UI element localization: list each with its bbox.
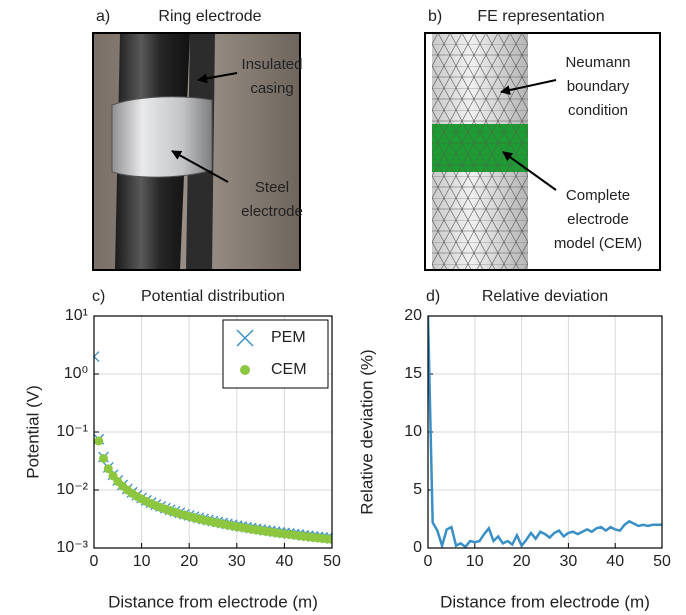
chart-title: Potential distribution	[141, 288, 285, 305]
line	[428, 316, 662, 548]
x-tick-label: 0	[424, 553, 433, 570]
y-tick-label: 20	[404, 307, 422, 324]
photo-frame	[92, 32, 301, 271]
legend-box	[222, 319, 329, 389]
panel-label: b)	[428, 8, 442, 25]
y-tick-label: 10⁰	[64, 365, 88, 382]
point	[99, 453, 109, 463]
annotation: model (CEM)	[554, 235, 642, 252]
x-tick-label: 0	[90, 553, 99, 570]
arrow	[171, 150, 229, 183]
y-axis-label: Potential (V)	[23, 385, 42, 479]
annotation: Complete	[566, 187, 630, 204]
x-tick-label: 30	[560, 553, 578, 570]
x-tick-label: 10	[133, 553, 151, 570]
point	[103, 464, 113, 474]
plot-marks	[428, 316, 662, 548]
point	[327, 535, 332, 545]
legend-label: PEM	[271, 329, 306, 346]
panel-label: a)	[96, 8, 110, 25]
x-tick-label: 20	[513, 553, 531, 570]
y-tick-label: 0	[413, 539, 422, 556]
annotation: electrode	[567, 211, 629, 228]
annotation: electrode	[241, 203, 303, 220]
legend-marker	[240, 365, 250, 375]
legend-marker	[236, 329, 254, 347]
x-tick-label: 30	[228, 553, 246, 570]
annotation: Steel	[255, 179, 289, 196]
photo	[93, 33, 300, 270]
axes-box	[427, 315, 663, 549]
image-frame	[424, 32, 661, 271]
x-tick-label: 50	[653, 553, 671, 570]
x-tick-label: 40	[276, 553, 294, 570]
annotation: boundary	[567, 78, 630, 95]
chart-title: Relative deviation	[482, 288, 608, 305]
panel-label: c)	[92, 288, 105, 305]
x-axis-label: Distance from electrode (m)	[440, 592, 650, 611]
point	[94, 436, 104, 446]
annotation: Neumann	[565, 54, 630, 71]
annotation: casing	[250, 80, 293, 97]
y-tick-label: 10¹	[65, 307, 88, 324]
x-tick-label: 40	[606, 553, 624, 570]
y-tick-label: 10⁻³	[56, 539, 88, 556]
point	[94, 351, 100, 362]
annotation: condition	[568, 102, 628, 119]
y-tick-label: 5	[413, 481, 422, 498]
x-tick-label: 20	[180, 553, 198, 570]
arrow	[502, 151, 557, 191]
y-tick-label: 15	[404, 365, 422, 382]
y-tick-label: 10	[404, 423, 422, 440]
panel-title: Ring electrode	[158, 8, 261, 25]
arrow	[500, 79, 557, 95]
x-tick-label: 10	[466, 553, 484, 570]
x-axis-label: Distance from electrode (m)	[108, 592, 318, 611]
y-axis-label: Relative deviation (%)	[357, 349, 376, 514]
panel-label: d)	[426, 288, 440, 305]
panel-title: FE representation	[477, 8, 604, 25]
axes-box	[93, 315, 333, 549]
arrow	[197, 72, 238, 84]
fe-mesh	[432, 33, 528, 270]
y-tick-label: 10⁻²	[56, 481, 88, 498]
x-tick-label: 50	[323, 553, 341, 570]
legend-label: CEM	[271, 361, 307, 378]
y-tick-label: 10⁻¹	[56, 423, 88, 440]
annotation: Insulated	[242, 56, 303, 73]
plot-marks	[94, 351, 332, 545]
